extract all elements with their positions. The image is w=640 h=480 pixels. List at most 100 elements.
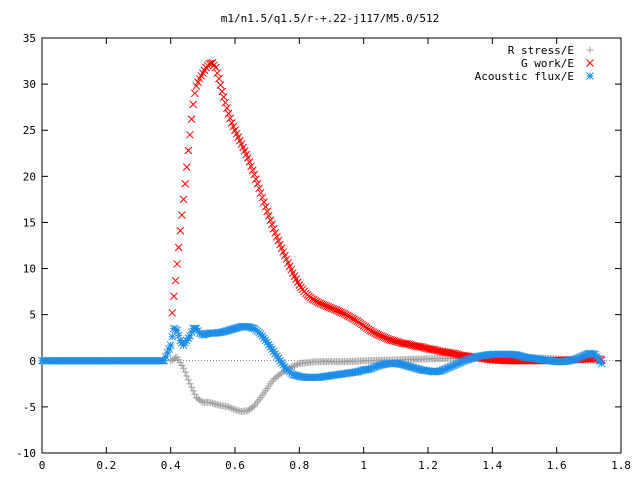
data-point [171, 276, 180, 285]
data-point [396, 338, 405, 347]
data-point [166, 341, 175, 349]
legend-label: R stress/E [508, 44, 574, 57]
data-point [191, 390, 199, 398]
data-point [446, 349, 455, 357]
data-point [213, 69, 222, 77]
y-tick-label: 15 [23, 216, 36, 229]
data-point [245, 158, 254, 166]
plot-frame [41, 37, 622, 454]
y-tick-label: -5 [23, 401, 36, 414]
data-point [435, 347, 444, 355]
y-tick-label: 5 [29, 309, 36, 322]
data-point [247, 162, 255, 171]
data-point [403, 340, 411, 348]
data-point [182, 163, 191, 171]
data-point [223, 104, 231, 112]
y-tick-label: 10 [23, 263, 36, 276]
data-point [226, 404, 234, 412]
data-point [226, 114, 235, 123]
y-tick-label: -10 [16, 447, 36, 460]
data-point [160, 356, 169, 365]
legend-marker [586, 46, 594, 54]
y-tick-label: 0 [29, 355, 36, 368]
data-point [597, 359, 606, 368]
data-point [181, 179, 189, 188]
data-point [174, 243, 183, 252]
data-point [263, 207, 272, 216]
data-point [215, 74, 223, 83]
data-point [163, 349, 172, 357]
chart-title: m1/n1.5/q1.5/r-+.22-j117/M5.0/512 [221, 12, 440, 25]
y-tick-label: 20 [23, 170, 36, 183]
data-point [454, 350, 463, 359]
data-point [274, 236, 283, 245]
data-point [184, 146, 193, 155]
data-point [184, 376, 192, 384]
data-point [170, 292, 178, 301]
x-tick-label: 0.2 [96, 459, 116, 472]
series-g-work-e [168, 59, 606, 365]
x-tick-label: 0.6 [225, 459, 245, 472]
legend-label: G work/E [521, 57, 574, 70]
data-point [224, 109, 233, 118]
data-point [229, 405, 237, 413]
x-tick-label: 1 [360, 459, 367, 472]
data-point [197, 397, 205, 405]
data-point [256, 189, 265, 197]
x-tick-label: 1.4 [482, 459, 502, 472]
data-point [250, 170, 259, 179]
data-point [211, 63, 220, 72]
data-point [294, 360, 302, 368]
series-acoustic-flux-e [38, 322, 606, 382]
plot-border [41, 37, 622, 454]
data-point [268, 220, 276, 229]
data-point [180, 364, 188, 372]
data-point [428, 345, 437, 354]
data-point [181, 368, 189, 376]
data-point [401, 339, 410, 348]
data-point [269, 225, 278, 233]
axis-ticks: 0 0.2 0.4 0.6 0.8 1 1.2 1.4 1.6 1.8 -10 -5 0 5 10 15 20 2… [16, 32, 631, 472]
data-point [258, 193, 267, 202]
x-tick-label: 1.2 [418, 459, 438, 472]
x-tick-label: 1.6 [547, 459, 567, 472]
data-point [190, 89, 199, 98]
data-point [216, 81, 225, 89]
data-point [292, 361, 300, 369]
data-point [448, 349, 456, 358]
data-point [221, 98, 230, 107]
data-point [219, 93, 228, 101]
data-point [186, 380, 194, 388]
y-tick-label: 35 [23, 32, 36, 45]
data-point [174, 331, 183, 340]
data-point [187, 115, 196, 124]
data-point [186, 130, 194, 139]
data-point [260, 198, 268, 207]
data-point [427, 345, 436, 354]
data-point [183, 372, 191, 380]
data-point [168, 332, 177, 341]
data-point [168, 308, 177, 317]
x-tick-label: 0.8 [289, 459, 309, 472]
x-tick-label: 1.8 [611, 459, 631, 472]
legend-label: Acoustic flux/E [475, 70, 574, 83]
data-point [178, 211, 186, 219]
data-point [176, 226, 185, 235]
y-tick-label: 30 [23, 78, 36, 91]
data-point [266, 216, 275, 224]
data-point [170, 355, 178, 363]
data-point [264, 211, 273, 220]
data-series [38, 59, 606, 415]
x-tick-label: 0.4 [161, 459, 181, 472]
data-point [218, 87, 226, 96]
data-point [271, 228, 280, 237]
data-point [409, 341, 418, 350]
data-point [249, 403, 257, 411]
data-point [255, 184, 263, 193]
data-point [188, 383, 196, 391]
data-point [416, 342, 424, 351]
data-point [261, 202, 270, 211]
data-point [252, 175, 260, 183]
